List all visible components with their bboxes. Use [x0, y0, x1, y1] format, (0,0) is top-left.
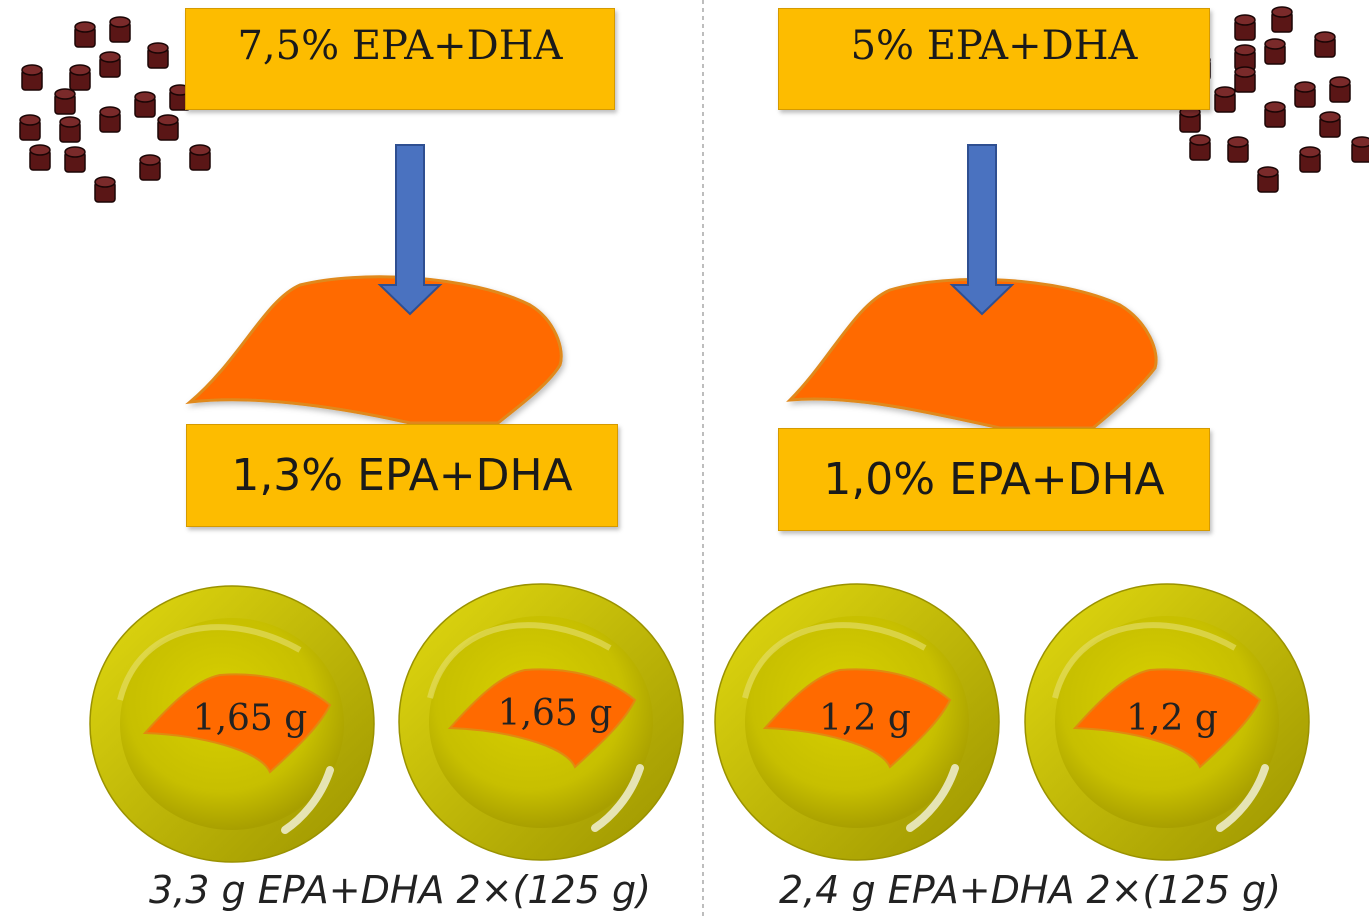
- feed-pellet-right-1: [1271, 6, 1293, 33]
- feed-pellet-right-13: [1227, 136, 1249, 163]
- feed-pellet-right-0: [1234, 14, 1256, 41]
- plate-4: [1024, 583, 1310, 861]
- fillet-right: [786, 277, 1158, 430]
- feed-pellet-right-6: [1234, 66, 1256, 93]
- plate-fillet-4: [1072, 668, 1262, 769]
- portion-label-3: 1,2 g: [819, 698, 911, 739]
- feed-pellets-left: [19, 16, 211, 203]
- portion-label-2: 1,65 g: [497, 693, 613, 734]
- feed-pellet-right-9: [1214, 86, 1236, 113]
- feed-pellet-left-0: [74, 21, 96, 48]
- feed-pellet-right-15: [1299, 146, 1321, 173]
- plate-1: [89, 585, 375, 863]
- source-concentration-left: 7,5% EPA+DHA: [185, 8, 615, 110]
- feed-pellet-left-14: [64, 146, 86, 173]
- plate-2: [398, 583, 684, 861]
- fillet-concentration-right: 1,0% EPA+DHA: [778, 428, 1210, 531]
- fillet-concentration-left: 1,3% EPA+DHA: [186, 424, 618, 527]
- feed-pellet-left-13: [29, 144, 51, 171]
- portion-label-4: 1,2 g: [1126, 698, 1218, 739]
- total-caption-right: 2,4 g EPA+DHA 2×(125 g): [779, 868, 1281, 912]
- feed-pellet-left-1: [109, 16, 131, 43]
- feed-pellet-left-16: [189, 144, 211, 171]
- feed-pellet-left-6: [134, 91, 156, 118]
- feed-pellet-right-8: [1329, 76, 1351, 103]
- feed-pellet-left-8: [54, 88, 76, 115]
- feed-pellet-left-11: [59, 116, 81, 143]
- source-concentration-right: 5% EPA+DHA: [778, 8, 1210, 110]
- feed-pellet-left-17: [94, 176, 116, 203]
- arrow-down-right: [949, 144, 1015, 316]
- feed-pellet-left-5: [99, 51, 121, 78]
- plate-fillet-1: [142, 673, 332, 774]
- feed-pellet-right-16: [1351, 136, 1369, 163]
- feed-pellet-left-4: [69, 64, 91, 91]
- feed-pellet-left-15: [139, 154, 161, 181]
- feed-pellet-left-12: [157, 114, 179, 141]
- feed-pellet-right-11: [1179, 106, 1201, 133]
- feed-pellet-right-14: [1319, 111, 1341, 138]
- portion-label-1: 1,65 g: [192, 698, 308, 739]
- plate-3: [714, 583, 1000, 861]
- feed-pellet-left-2: [147, 42, 169, 69]
- feed-pellet-right-4: [1314, 31, 1336, 58]
- feed-pellet-left-3: [21, 64, 43, 91]
- plate-fillet-3: [762, 668, 952, 769]
- feed-pellet-right-12: [1189, 134, 1211, 161]
- feed-pellet-right-17: [1257, 166, 1279, 193]
- feed-pellet-left-9: [99, 106, 121, 133]
- feed-pellet-right-7: [1294, 81, 1316, 108]
- feed-pellet-right-10: [1264, 101, 1286, 128]
- feed-pellet-right-3: [1264, 38, 1286, 65]
- plate-fillet-2: [447, 668, 637, 769]
- total-caption-left: 3,3 g EPA+DHA 2×(125 g): [149, 868, 651, 912]
- arrow-down-left: [377, 144, 443, 316]
- feed-pellet-left-10: [19, 114, 41, 141]
- fillet-left: [185, 275, 563, 425]
